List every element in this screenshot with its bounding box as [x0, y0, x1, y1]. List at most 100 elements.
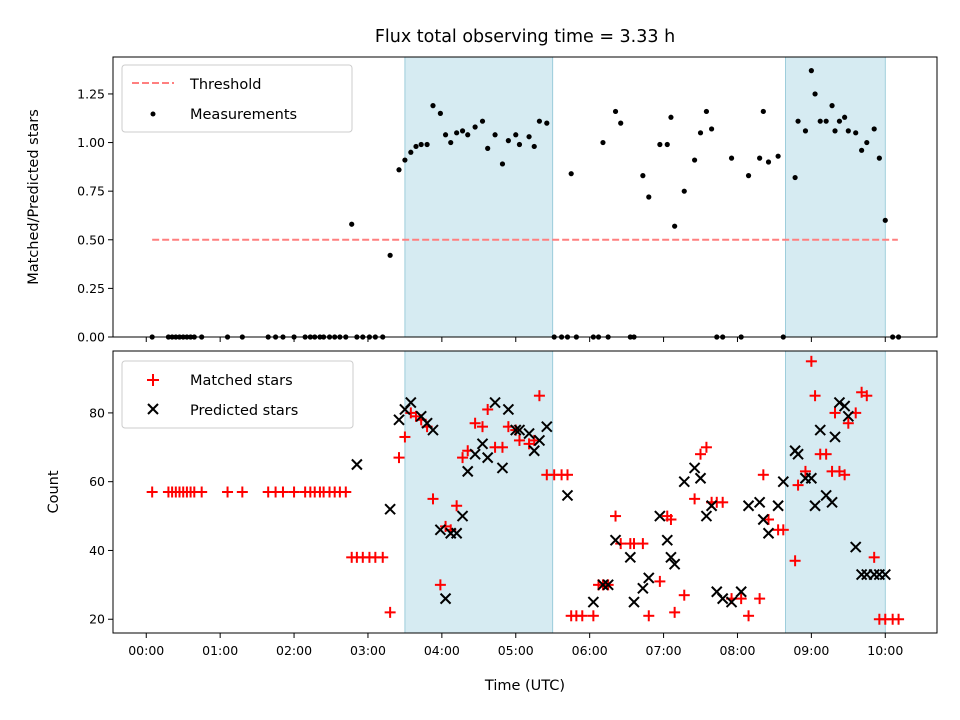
bottom-x-tick-label: 10:00 [867, 643, 903, 658]
predicted-star-stroke-b [351, 458, 363, 471]
measurement-point [505, 138, 511, 144]
matched-star-point [839, 469, 851, 481]
predicted-star-stroke-b [462, 465, 474, 478]
predicted-star-point [805, 472, 818, 484]
predicted-star-stroke-b [469, 448, 481, 460]
predicted-star-point [481, 451, 494, 464]
predicted-star-stroke-b [711, 586, 723, 598]
matched-star-point [799, 465, 811, 477]
predicted-star-stroke-b [450, 527, 463, 539]
matched-star-point [789, 555, 801, 567]
measurement-point [424, 141, 430, 148]
measurement-point [859, 147, 865, 153]
predicted-star-stroke-b [805, 472, 818, 484]
matched-star-point [654, 575, 666, 587]
matched-star-point [792, 479, 804, 491]
legend-measurements-swatch [150, 111, 156, 117]
top-y-ticks: 0.00 0.25 0.50 0.75 1.00 1.25 [77, 86, 113, 345]
predicted-star-stroke-b [792, 448, 804, 460]
matched-star-point [496, 441, 508, 453]
predicted-star-point [855, 568, 868, 581]
measurement-point [829, 103, 835, 109]
predicted-star-stroke-b [502, 403, 515, 416]
measurement-point [802, 128, 809, 134]
predicted-star-point [587, 596, 600, 608]
measurement-point [692, 157, 698, 163]
predicted-star-stroke-b [661, 534, 673, 546]
predicted-star-stroke-b [637, 582, 649, 594]
measurement-point [853, 130, 859, 136]
predicted-star-stroke-b [850, 541, 862, 553]
predicted-star-stroke-b [777, 475, 789, 488]
measurement-point [823, 118, 829, 124]
predicted-star-point [489, 396, 501, 409]
predicted-star-point [523, 427, 535, 440]
matched-star-point [615, 538, 627, 550]
predicted-star-point [678, 475, 690, 488]
predicted-star-point [814, 424, 826, 436]
predicted-star-point [393, 414, 405, 426]
matched-star-point [236, 486, 248, 498]
measurement-point [709, 126, 715, 132]
measurement-point [668, 114, 674, 120]
predicted-star-point [405, 396, 417, 409]
predicted-star-stroke-b [561, 489, 574, 502]
matched-star-point [393, 452, 405, 464]
top-x-ticks [145, 337, 886, 342]
measurement-point [465, 132, 471, 138]
predicted-star-stroke-b [510, 424, 522, 436]
predicted-star-stroke-b [678, 475, 690, 488]
measurement-point [672, 223, 678, 229]
predicted-star-point [842, 410, 855, 423]
measurement-point [536, 118, 543, 124]
predicted-star-point [809, 500, 821, 512]
top-y-tick-label: 0.50 [77, 232, 105, 247]
measurement-point [745, 173, 752, 179]
predicted-star-stroke-b [427, 424, 439, 436]
bottom-axes-frame [112, 350, 938, 634]
top-panel: 0.00 0.25 0.50 0.75 1.00 1.25 Matched/Predict… [26, 56, 938, 345]
predicted-star-point [705, 500, 718, 512]
predicted-star-point [850, 541, 862, 553]
bottom-shaded-span [404, 350, 554, 634]
predicted-star-stroke-b [384, 503, 396, 515]
matched-star-point [451, 500, 463, 512]
matched-star-point [678, 589, 690, 601]
matched-star-point [763, 514, 775, 526]
measurement-point [646, 194, 652, 200]
measurement-point [349, 221, 355, 227]
measurement-point [871, 126, 877, 132]
measurement-point [817, 118, 823, 124]
predicted-star-stroke-b [643, 572, 655, 584]
measurement-point [413, 143, 419, 150]
predicted-star-stroke-b [753, 496, 766, 509]
matched-star-point [689, 493, 701, 505]
predicted-star-stroke-b [393, 414, 405, 426]
bottom-x-tick-label: 03:00 [350, 643, 386, 658]
matched-star-point [146, 486, 158, 498]
predicted-star-stroke-b [757, 513, 770, 526]
matched-star-point [528, 434, 540, 446]
predicted-star-stroke-b [725, 596, 738, 608]
bottom-y-tick-label: 60 [89, 474, 105, 489]
measurement-point [812, 91, 818, 97]
predicted-star-stroke-b [868, 568, 880, 581]
predicted-star-point [654, 510, 666, 522]
matched-star-point [288, 486, 300, 498]
matched-star-point [399, 431, 411, 443]
top-y-tick-label: 0.00 [77, 330, 105, 345]
measurement-point [882, 217, 888, 223]
legend-matched-swatch [147, 374, 159, 386]
measurement-point [760, 108, 766, 115]
predicted-star-point [541, 420, 553, 433]
predicted-star-stroke-b [609, 534, 622, 546]
matched-star-point [669, 606, 681, 618]
measurement-point [697, 130, 704, 136]
matched-star-point [665, 514, 677, 526]
predicted-star-point [833, 396, 846, 409]
top-y-tick-label: 1.25 [77, 86, 105, 101]
chart-title: Flux total observing time = 3.33 h [375, 27, 675, 47]
predicted-star-stroke-b [489, 396, 501, 409]
predicted-star-stroke-b [809, 500, 821, 512]
predicted-star-stroke-b [476, 438, 489, 450]
